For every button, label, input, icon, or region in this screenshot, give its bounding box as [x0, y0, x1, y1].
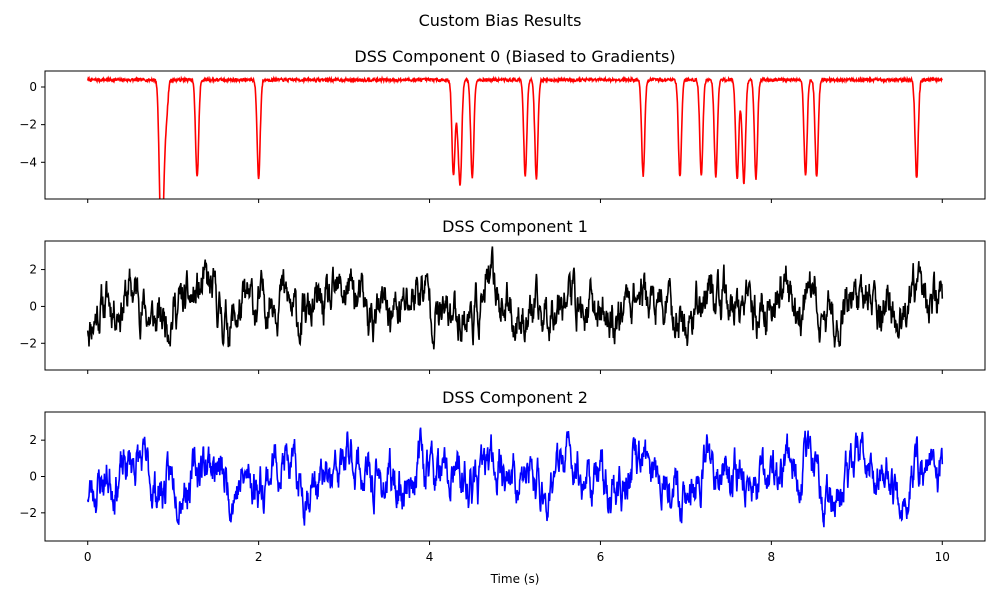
series-line-1	[86, 246, 944, 350]
ytick-label-1-0: 2	[29, 263, 37, 277]
ytick-label-0-1: −2	[19, 118, 37, 132]
ytick-label-2-0: 2	[29, 433, 37, 447]
xtick-label-2-4: 8	[768, 550, 776, 564]
subplot-title-2: DSS Component 2	[442, 388, 588, 407]
figure-suptitle: Custom Bias Results	[419, 11, 582, 30]
ytick-label-1-2: −2	[19, 336, 37, 350]
ytick-label-1-1: 0	[29, 299, 37, 313]
series-line-2	[86, 427, 944, 528]
axes-frame-1	[44, 240, 986, 371]
xaxis-label-2: Time (s)	[490, 572, 540, 586]
xtick-label-2-1: 2	[255, 550, 263, 564]
subplots: DSS Component 0 (Biased to Gradients) 0 −2…	[19, 47, 986, 586]
ytick-label-0-2: −4	[19, 155, 37, 169]
subplot-title-0: DSS Component 0 (Biased to Gradients)	[354, 47, 675, 66]
subplot-1: DSS Component 1 2 0 −2	[19, 217, 986, 374]
xtick-label-2-0: 0	[84, 550, 92, 564]
series-line-0	[86, 75, 943, 199]
subplot-title-1: DSS Component 1	[442, 217, 588, 236]
ytick-label-2-1: 0	[29, 470, 37, 484]
subplot-2: DSS Component 2 2 0 −2 0 2 4 6 8 10 Time (s)	[19, 388, 986, 586]
xtick-label-2-2: 4	[426, 550, 434, 564]
axes-frame-0	[44, 70, 986, 200]
subplot-0: DSS Component 0 (Biased to Gradients) 0 −2…	[19, 47, 986, 203]
ytick-label-0-0: 0	[29, 80, 37, 94]
xtick-label-2-5: 10	[935, 550, 950, 564]
xtick-label-2-3: 6	[597, 550, 605, 564]
ytick-label-2-2: −2	[19, 506, 37, 520]
